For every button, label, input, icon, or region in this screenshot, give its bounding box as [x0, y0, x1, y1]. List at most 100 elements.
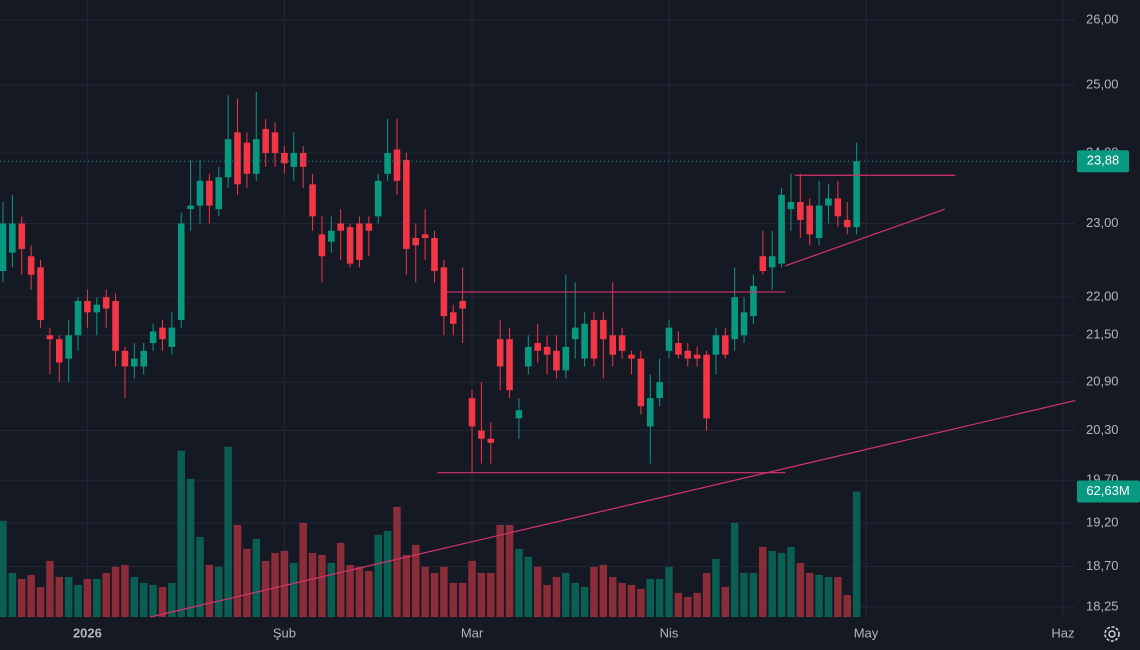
candle-body — [9, 223, 16, 253]
volume-bar — [383, 530, 392, 617]
candle-body — [281, 152, 288, 164]
candle-body — [159, 327, 166, 340]
volume-bar — [149, 584, 157, 617]
volume-bar — [102, 572, 110, 617]
volume-bar — [46, 560, 54, 617]
volume-bar — [271, 552, 279, 617]
x-tick-label: 2026 — [73, 625, 102, 640]
candle-body — [56, 339, 63, 363]
candle-body — [121, 350, 129, 367]
volume-bar — [327, 562, 336, 617]
volume-bar — [843, 594, 851, 617]
volume-bar — [787, 546, 795, 617]
trend-line — [785, 208, 946, 267]
volume-bar — [571, 582, 579, 617]
candle-body — [759, 256, 767, 272]
volume-bar — [524, 556, 533, 617]
volume-bar — [590, 566, 598, 617]
candle-body — [843, 219, 851, 228]
candle-body — [365, 223, 373, 231]
volume-bar — [308, 552, 317, 617]
volume-bar — [824, 576, 833, 617]
volume-bar — [290, 562, 298, 617]
candle-body — [421, 234, 429, 238]
candle-body — [815, 205, 823, 238]
volume-bar — [74, 584, 82, 617]
volume-bar — [158, 586, 167, 617]
candle-body — [534, 343, 541, 351]
candle-body — [712, 335, 720, 355]
volume-bar — [562, 572, 570, 617]
volume-bar — [533, 566, 542, 617]
candle-body — [168, 327, 176, 347]
candle-body — [65, 335, 72, 359]
x-tick-label: Mar — [461, 625, 484, 640]
volume-bar — [684, 596, 692, 617]
volume-bar — [618, 582, 626, 617]
volume-bar — [796, 562, 805, 617]
candle-body — [112, 300, 119, 351]
y-tick-label: 18,25 — [1086, 598, 1119, 613]
volume-bar — [608, 576, 617, 617]
volume-bar — [740, 572, 748, 617]
candle-body — [37, 267, 44, 320]
volume-bar — [505, 524, 514, 617]
candle-body — [131, 358, 138, 367]
volume-bar — [196, 536, 204, 617]
volume-bar — [18, 578, 26, 617]
candle-body — [562, 346, 570, 371]
candle-body — [271, 132, 279, 153]
volume-bar — [693, 592, 701, 617]
candle-body — [628, 354, 635, 359]
last-price-box — [1077, 150, 1129, 173]
volume-bar — [393, 506, 401, 617]
candle-body — [206, 180, 213, 206]
settings-icon[interactable] — [1104, 626, 1120, 642]
candle-body — [337, 223, 344, 231]
volume-bar — [749, 572, 758, 617]
candle-body — [27, 256, 35, 275]
candle-body — [806, 205, 814, 235]
candle-body — [684, 350, 692, 359]
y-tick-label: 18,70 — [1086, 558, 1119, 573]
candle-body — [46, 335, 54, 340]
candle-body — [84, 300, 91, 313]
candle-body — [787, 202, 795, 210]
candle-body — [609, 335, 617, 355]
candle-body — [149, 331, 157, 344]
volume-bar — [721, 586, 730, 617]
volume-bar — [374, 534, 382, 617]
candle-body — [778, 194, 785, 264]
volume-bar — [515, 548, 523, 617]
x-tick-label: Şub — [273, 625, 296, 640]
candle-body — [431, 237, 438, 272]
volume-bar — [55, 576, 64, 617]
candle-body — [487, 438, 495, 443]
candle-body — [750, 285, 757, 317]
volume-bar — [252, 538, 261, 617]
volume-bar — [599, 564, 608, 617]
y-tick-label: 20,30 — [1086, 422, 1119, 437]
x-tick-label: Haz — [1051, 625, 1074, 640]
volume-bar — [477, 572, 486, 617]
volume-bar — [458, 582, 467, 617]
candle-body — [740, 312, 748, 336]
candle-body — [384, 152, 391, 174]
y-tick-label: 21,50 — [1086, 327, 1119, 342]
candle-body — [637, 358, 645, 407]
volume-bar — [627, 584, 636, 617]
volume-bar — [496, 524, 504, 617]
candle-body — [177, 223, 185, 320]
candle-body — [525, 346, 532, 367]
candle-body — [299, 152, 307, 167]
candle-body — [252, 139, 260, 174]
candle-body — [825, 198, 832, 206]
candle-body — [722, 335, 729, 355]
volume-bar — [834, 576, 842, 617]
volume-bar — [487, 572, 495, 617]
candle-body — [243, 142, 251, 174]
volume-bar — [430, 572, 439, 617]
volume-bar — [402, 554, 411, 617]
y-tick-label: 25,00 — [1086, 77, 1119, 92]
